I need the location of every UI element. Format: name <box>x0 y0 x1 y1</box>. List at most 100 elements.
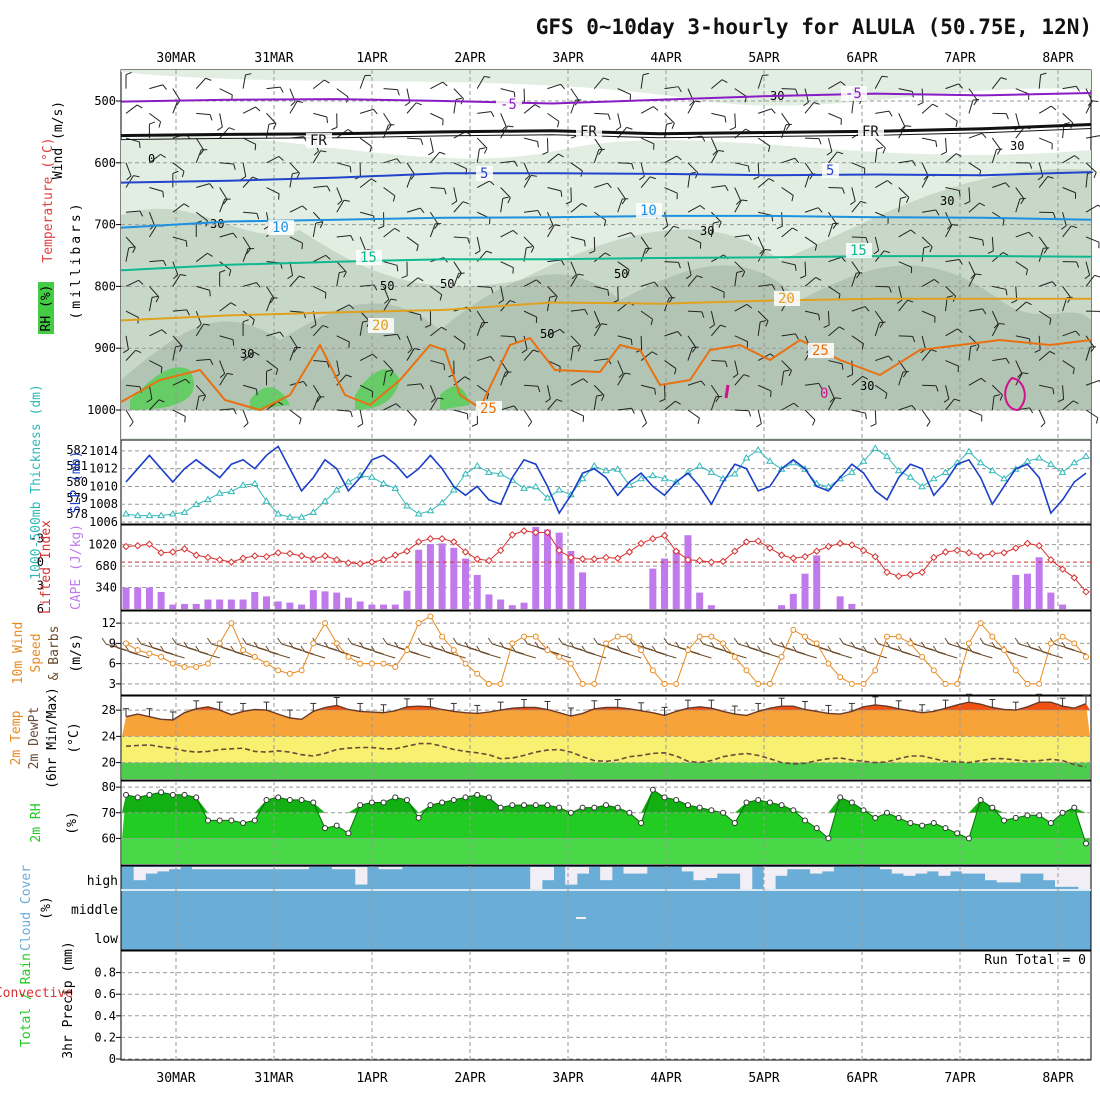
wind-barb <box>336 88 349 98</box>
wind-barb-flag <box>136 104 143 109</box>
wind-barb <box>594 358 609 362</box>
wind-barb <box>851 272 857 287</box>
surface-wind-barb-flag <box>230 645 236 653</box>
wind-barb-flag <box>818 383 823 389</box>
lifted-index-point <box>461 548 470 556</box>
surface-wind-barb <box>1007 651 1028 659</box>
wind-barb <box>196 183 210 189</box>
wind-barb-flag <box>572 344 580 348</box>
wind-barb-flag <box>771 108 776 114</box>
wind-barb <box>383 261 398 266</box>
wind-barb-flag <box>326 185 331 192</box>
wind-speed-point <box>392 664 399 670</box>
wind-barb <box>710 311 716 325</box>
wind-barb <box>874 76 883 89</box>
cape-bar <box>380 604 388 609</box>
thickness-point <box>707 468 716 475</box>
date-label-top: 31MAR <box>254 51 293 66</box>
wind-barb-flag <box>256 282 261 288</box>
wind-barb <box>453 409 468 415</box>
thickness-point <box>379 479 388 487</box>
rh-point <box>462 794 469 801</box>
wind-speed-point <box>204 660 211 667</box>
wind-barb-flag <box>385 369 392 372</box>
rh-point <box>848 799 855 806</box>
wind-barb <box>312 325 324 337</box>
wind-barb-flag <box>439 294 443 301</box>
cape-bar <box>649 568 657 609</box>
wind-barb <box>1015 360 1023 374</box>
wind-barb <box>898 299 908 312</box>
surface-wind-barb-flag <box>370 645 376 653</box>
surface-wind-barb-flag <box>136 637 142 645</box>
wind-barb-flag <box>630 339 633 346</box>
lifted-index-point <box>789 554 798 562</box>
wind-barb-flag <box>420 383 425 390</box>
rh-point <box>392 794 399 801</box>
wind-barb-flag <box>420 314 422 321</box>
wind-barb-flag <box>455 97 462 101</box>
wind-barb <box>1015 335 1030 340</box>
thickness-point <box>941 468 950 475</box>
lifted-index-point <box>988 549 997 558</box>
isotherm-label-bg <box>268 220 294 235</box>
wind-barb <box>991 323 1000 337</box>
thickness-point <box>918 482 926 490</box>
wind-barb-flag <box>554 296 558 303</box>
wind-speed-point <box>649 667 656 674</box>
panel-precip-frame <box>120 950 1092 1061</box>
wind-barb <box>430 187 445 189</box>
thickness-point <box>262 497 271 504</box>
wind-barb-flag <box>712 150 718 156</box>
wind-barb <box>289 205 303 213</box>
wind-barb-flag <box>935 209 940 216</box>
surface-wind-barb <box>480 651 501 659</box>
wind-barb <box>1015 261 1028 270</box>
wind-barb-flag <box>958 259 963 265</box>
date-label-bottom: 2APR <box>454 1071 485 1086</box>
thickness-point <box>1035 454 1044 461</box>
wind-barb <box>617 162 632 165</box>
rh-point <box>954 830 961 837</box>
wind-barb <box>1085 100 1093 114</box>
wind-barb-flag <box>297 100 304 103</box>
wind-barb <box>430 285 443 296</box>
wind-barb-flag <box>507 197 511 204</box>
isotherm-label-bg <box>576 124 602 139</box>
wind-barb <box>1062 187 1076 194</box>
lifted-index-point <box>204 553 212 562</box>
wind-speed-point <box>614 633 621 640</box>
lifted-index-point <box>813 547 821 555</box>
wind-barb-flag <box>979 202 986 207</box>
surface-wind-barb <box>164 651 185 659</box>
rh-point <box>1036 812 1043 819</box>
wind-barb-flag <box>1092 100 1099 102</box>
wind-barb <box>1062 360 1075 369</box>
wind-barb-flag <box>654 281 659 288</box>
wind-barb <box>125 384 140 388</box>
dewpoint-line <box>125 742 1087 768</box>
wind-barb <box>921 349 932 361</box>
wind-barb-flag <box>958 83 963 89</box>
wind-barb <box>1085 204 1099 213</box>
thickness-point <box>414 510 423 517</box>
surface-wind-barb <box>269 651 291 659</box>
wind-barb-flag <box>812 419 816 426</box>
wind-barb <box>1038 74 1042 89</box>
wind-barb-flag <box>760 320 767 323</box>
rh-point <box>134 794 141 801</box>
wind-barb <box>804 277 817 287</box>
wind-barb <box>1062 85 1077 90</box>
wind-barb-flag <box>565 201 572 205</box>
lifted-index-point <box>848 541 856 549</box>
wind-barb <box>125 236 136 248</box>
isotherm-label: 10 <box>272 220 289 236</box>
wind-barb-flag <box>691 347 697 353</box>
wind-barb-flag <box>748 410 752 417</box>
wind-barb <box>125 310 139 318</box>
ylabel-slp: SLP (mb) <box>69 451 84 514</box>
rh-point <box>919 822 926 829</box>
